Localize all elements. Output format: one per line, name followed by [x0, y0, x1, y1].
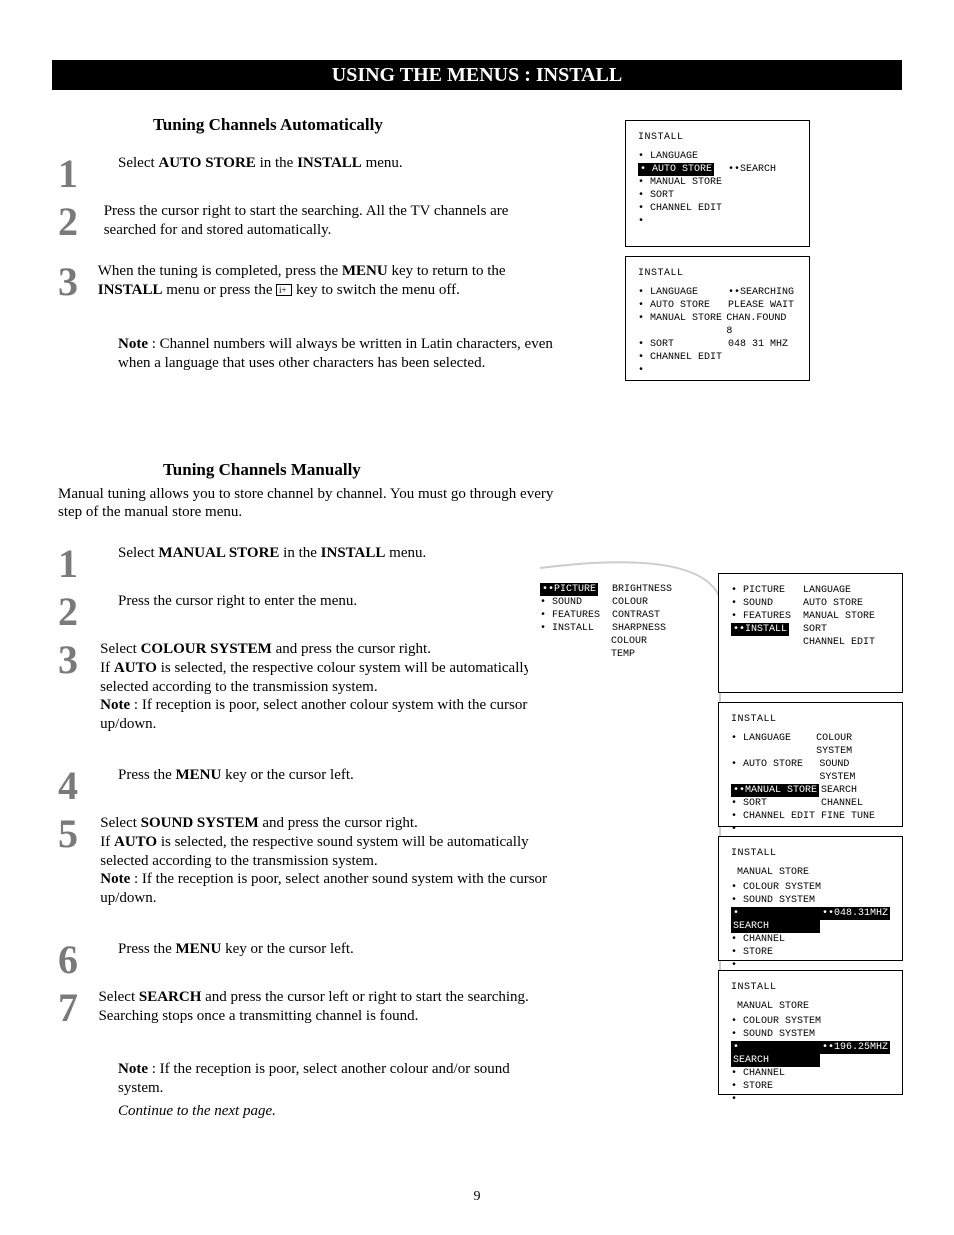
t: : If reception is poor, select another c… — [100, 697, 527, 732]
t: Select — [98, 989, 138, 1005]
t: COLOUR SYSTEM — [141, 641, 272, 657]
osd-box6: INSTALL MANUAL STORE • COLOUR SYSTEM• SO… — [718, 836, 903, 961]
t: Press the — [118, 767, 176, 783]
step1-text: Select AUTO STORE in the INSTALL menu. — [118, 150, 403, 173]
t: Select — [118, 155, 158, 171]
step-number: 4 — [58, 762, 108, 809]
step-number: 3 — [58, 258, 88, 305]
t: key to switch the menu off. — [292, 282, 460, 298]
t: INSTALL — [321, 545, 386, 561]
step-number: 3 — [58, 636, 90, 683]
osd-title: INSTALL — [731, 981, 890, 994]
osd-title: INSTALL — [638, 267, 797, 280]
t: Note — [100, 697, 130, 713]
osd-box4: • PICTURELANGUAGE• SOUNDAUTO STORE• FEAT… — [718, 573, 903, 693]
info-key-icon: i+ — [276, 284, 292, 296]
t: is selected, the respective colour syste… — [100, 660, 531, 695]
osd-subtitle: MANUAL STORE — [737, 867, 809, 878]
t: Press the — [118, 941, 176, 957]
t: MENU — [342, 263, 388, 279]
t: : If the reception is poor, select anoth… — [118, 1061, 510, 1096]
t: : If the reception is poor, select anoth… — [100, 871, 547, 906]
step-number: 5 — [58, 810, 90, 857]
m-step7-note: Note : If the reception is poor, select … — [118, 1060, 558, 1098]
m-step5: Select SOUND SYSTEM and press the cursor… — [100, 810, 558, 908]
page-header: USING THE MENUS : INSTALL — [52, 60, 902, 90]
section2-title: Tuning Channels Manually — [163, 460, 558, 480]
t: If — [100, 660, 114, 676]
t: AUTO — [114, 834, 157, 850]
step3-text: When the tuning is completed, press the … — [98, 258, 558, 300]
t: and press the cursor right. — [259, 815, 418, 831]
t: and press the cursor right. — [272, 641, 431, 657]
t: MENU — [176, 767, 222, 783]
t: key or the cursor left. — [221, 941, 353, 957]
osd-box1: INSTALL • LANGUAGE• AUTO STORE••SEARCH• … — [625, 120, 810, 247]
section1-note: Note : Channel numbers will always be wr… — [118, 335, 558, 373]
osd-box5: INSTALL • LANGUAGECOLOUR SYSTEM• AUTO ST… — [718, 702, 903, 827]
t: AUTO — [114, 660, 157, 676]
section1-title: Tuning Channels Automatically — [153, 115, 558, 135]
osd-title: INSTALL — [731, 847, 890, 860]
t: menu. — [362, 155, 403, 171]
t: Select — [100, 815, 140, 831]
step-number: 1 — [58, 540, 108, 587]
t: SEARCH — [139, 989, 202, 1005]
step-number: 6 — [58, 936, 108, 983]
t: SOUND SYSTEM — [141, 815, 259, 831]
t: INSTALL — [297, 155, 362, 171]
step-number: 2 — [58, 588, 108, 635]
t: INSTALL — [98, 282, 163, 298]
m-step6: Press the MENU key or the cursor left. — [118, 936, 354, 959]
t: If — [100, 834, 114, 850]
t: Note — [100, 871, 130, 887]
t: AUTO STORE — [158, 155, 255, 171]
t: MANUAL STORE — [158, 545, 279, 561]
m-step7: Select SEARCH and press the cursor left … — [98, 984, 558, 1026]
t: Select — [118, 545, 158, 561]
m-step4: Press the MENU key or the cursor left. — [118, 762, 354, 785]
osd-box2: INSTALL • LANGUAGE••SEARCHING• AUTO STOR… — [625, 256, 810, 381]
step-number: 2 — [58, 198, 94, 245]
osd-box3: ••PICTUREBRIGHTNESS• SOUNDCOLOUR• FEATUR… — [528, 573, 688, 673]
m-step2: Press the cursor right to enter the menu… — [118, 588, 357, 611]
t: Note — [118, 336, 148, 352]
t: MENU — [176, 941, 222, 957]
t: key to return to the — [388, 263, 506, 279]
m-step3: Select COLOUR SYSTEM and press the curso… — [100, 636, 558, 734]
osd-title: INSTALL — [638, 131, 797, 144]
osd-subtitle: MANUAL STORE — [737, 1001, 809, 1012]
step-number: 7 — [58, 984, 88, 1031]
t: in the — [256, 155, 297, 171]
osd-title: INSTALL — [731, 713, 890, 726]
step-number: 1 — [58, 150, 108, 197]
step2-text: Press the cursor right to start the sear… — [104, 198, 558, 240]
t: menu or press the — [163, 282, 277, 298]
t: menu. — [385, 545, 426, 561]
t: Select — [100, 641, 140, 657]
t: : Channel numbers will always be written… — [118, 336, 553, 371]
t: Note — [118, 1061, 148, 1077]
m-step1: Select MANUAL STORE in the INSTALL menu. — [118, 540, 426, 563]
svg-text:i+: i+ — [279, 285, 287, 295]
section2-lead: Manual tuning allows you to store channe… — [58, 485, 558, 521]
t: key or the cursor left. — [221, 767, 353, 783]
osd-box7: INSTALL MANUAL STORE • COLOUR SYSTEM• SO… — [718, 970, 903, 1095]
page-number: 9 — [0, 1189, 954, 1205]
t: When the tuning is completed, press the — [98, 263, 342, 279]
t: is selected, the respective sound system… — [100, 834, 528, 869]
t: in the — [279, 545, 320, 561]
continue-text: Continue to the next page. — [118, 1102, 558, 1121]
